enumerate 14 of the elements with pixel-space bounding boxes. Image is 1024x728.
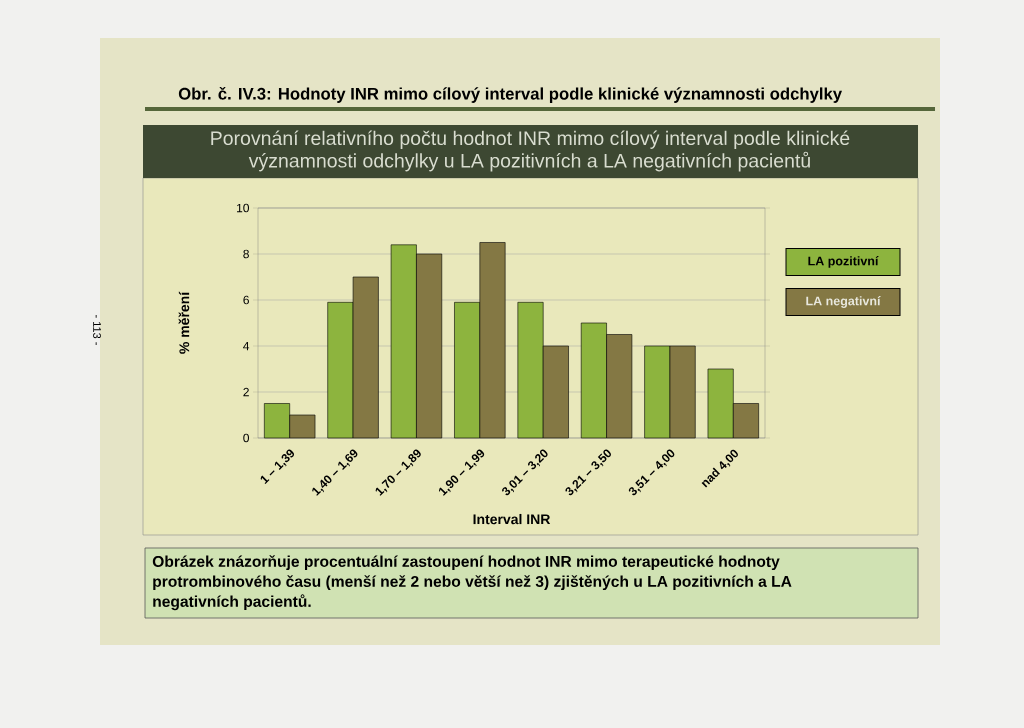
- text: LA pozitivní: [808, 256, 879, 268]
- y-tick-label: 0: [243, 433, 250, 443]
- chart-subtitle: Porovnání relativního počtu hodnot INR mimo cílový interval podle klinické významnosti odchylky u LA pozitivních a LA negativních pacientů: [211, 130, 850, 172]
- x-axis-title: Interval INR: [473, 513, 551, 525]
- y-tick-label: 10: [237, 203, 250, 213]
- text: Obrázek znázorňuje procentuální zastoupení hodnot INR mimo terapeutické hodnoty protrombinového času (menší než 2 nebo větší než 3) zjištěných u LA pozitivních a LA negativních pacientů.: [152, 555, 792, 611]
- y-axis-title: % měření: [178, 291, 190, 354]
- chart-title: Obr. č. IV.3: Hodnoty INR mimo cílový interval podle klinické významnosti odchylky: [178, 87, 842, 103]
- y-tick-label: 2: [243, 387, 249, 397]
- y-tick-label: 8: [243, 249, 249, 259]
- y-tick-label: 6: [243, 295, 249, 305]
- text: - 113 -: [93, 314, 101, 345]
- y-tick-label: 4: [243, 341, 250, 351]
- text: LA negativní: [806, 296, 881, 308]
